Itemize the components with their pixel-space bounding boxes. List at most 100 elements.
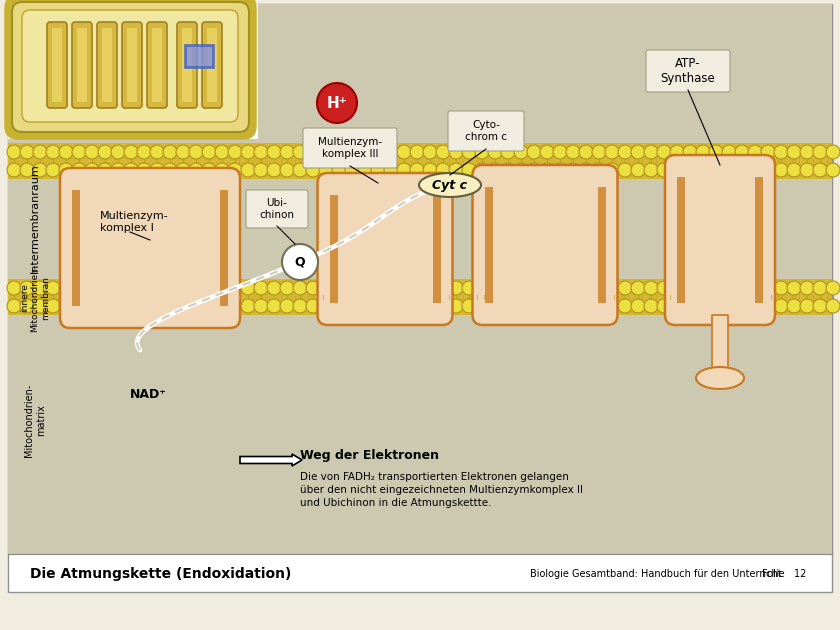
- Circle shape: [761, 281, 775, 295]
- FancyBboxPatch shape: [8, 4, 832, 592]
- Circle shape: [696, 299, 710, 313]
- Circle shape: [202, 163, 216, 177]
- Circle shape: [579, 281, 593, 295]
- Circle shape: [488, 163, 502, 177]
- Ellipse shape: [696, 367, 744, 389]
- Circle shape: [85, 299, 99, 313]
- Circle shape: [7, 163, 21, 177]
- Circle shape: [410, 299, 424, 313]
- Circle shape: [46, 299, 60, 313]
- Circle shape: [7, 281, 21, 295]
- Circle shape: [670, 281, 684, 295]
- Circle shape: [800, 281, 814, 295]
- Circle shape: [488, 281, 502, 295]
- Circle shape: [397, 145, 411, 159]
- Text: Mitochondrien-
matrix: Mitochondrien- matrix: [24, 383, 46, 457]
- Circle shape: [397, 163, 411, 177]
- Circle shape: [748, 163, 762, 177]
- Circle shape: [306, 299, 320, 313]
- Circle shape: [566, 299, 580, 313]
- Circle shape: [644, 145, 658, 159]
- Circle shape: [748, 145, 762, 159]
- Circle shape: [332, 281, 346, 295]
- Circle shape: [267, 163, 281, 177]
- Circle shape: [683, 163, 697, 177]
- Circle shape: [501, 299, 515, 313]
- FancyBboxPatch shape: [246, 190, 308, 228]
- Circle shape: [605, 299, 619, 313]
- Bar: [127, 28, 137, 102]
- Circle shape: [813, 281, 827, 295]
- Bar: [207, 28, 217, 102]
- Circle shape: [345, 299, 359, 313]
- Circle shape: [317, 83, 357, 123]
- Circle shape: [241, 145, 255, 159]
- Bar: [712, 315, 728, 370]
- Circle shape: [501, 163, 515, 177]
- Circle shape: [592, 281, 606, 295]
- Circle shape: [98, 299, 112, 313]
- Circle shape: [20, 281, 34, 295]
- Circle shape: [488, 145, 502, 159]
- Circle shape: [384, 299, 398, 313]
- Circle shape: [475, 299, 489, 313]
- Circle shape: [319, 163, 333, 177]
- Circle shape: [397, 299, 411, 313]
- Circle shape: [228, 145, 242, 159]
- Text: Cyto-
chrom c: Cyto- chrom c: [465, 120, 507, 142]
- Circle shape: [787, 145, 801, 159]
- Bar: [8, 143, 832, 179]
- Circle shape: [137, 145, 151, 159]
- Bar: [152, 28, 162, 102]
- Circle shape: [371, 145, 385, 159]
- Circle shape: [111, 163, 125, 177]
- FancyBboxPatch shape: [12, 2, 249, 132]
- Circle shape: [137, 163, 151, 177]
- Circle shape: [826, 281, 840, 295]
- Circle shape: [579, 145, 593, 159]
- Circle shape: [631, 145, 645, 159]
- Circle shape: [228, 281, 242, 295]
- Circle shape: [371, 299, 385, 313]
- Circle shape: [345, 145, 359, 159]
- Circle shape: [566, 163, 580, 177]
- Circle shape: [826, 163, 840, 177]
- Circle shape: [514, 145, 528, 159]
- FancyBboxPatch shape: [646, 50, 730, 92]
- Circle shape: [358, 163, 372, 177]
- Circle shape: [527, 145, 541, 159]
- Text: Die von FADH₂ transportierten Elektronen gelangen
über den nicht eingezeichneten: Die von FADH₂ transportierten Elektronen…: [300, 472, 583, 508]
- Circle shape: [7, 145, 21, 159]
- Circle shape: [332, 299, 346, 313]
- Bar: [185, 45, 213, 67]
- Circle shape: [150, 163, 164, 177]
- Circle shape: [124, 281, 138, 295]
- Circle shape: [20, 145, 34, 159]
- Ellipse shape: [419, 173, 481, 197]
- Circle shape: [345, 281, 359, 295]
- Circle shape: [282, 244, 318, 280]
- Circle shape: [150, 299, 164, 313]
- Circle shape: [813, 163, 827, 177]
- Circle shape: [163, 163, 177, 177]
- Circle shape: [527, 163, 541, 177]
- FancyBboxPatch shape: [97, 22, 117, 108]
- Circle shape: [566, 281, 580, 295]
- Circle shape: [280, 145, 294, 159]
- Circle shape: [358, 145, 372, 159]
- Circle shape: [33, 281, 47, 295]
- Circle shape: [462, 163, 476, 177]
- Bar: [597, 187, 606, 303]
- Circle shape: [553, 163, 567, 177]
- Circle shape: [540, 163, 554, 177]
- Circle shape: [709, 163, 723, 177]
- Circle shape: [787, 299, 801, 313]
- Circle shape: [605, 163, 619, 177]
- Circle shape: [150, 145, 164, 159]
- Circle shape: [176, 299, 190, 313]
- Circle shape: [709, 145, 723, 159]
- Circle shape: [228, 163, 242, 177]
- Circle shape: [319, 281, 333, 295]
- Circle shape: [371, 163, 385, 177]
- Circle shape: [85, 163, 99, 177]
